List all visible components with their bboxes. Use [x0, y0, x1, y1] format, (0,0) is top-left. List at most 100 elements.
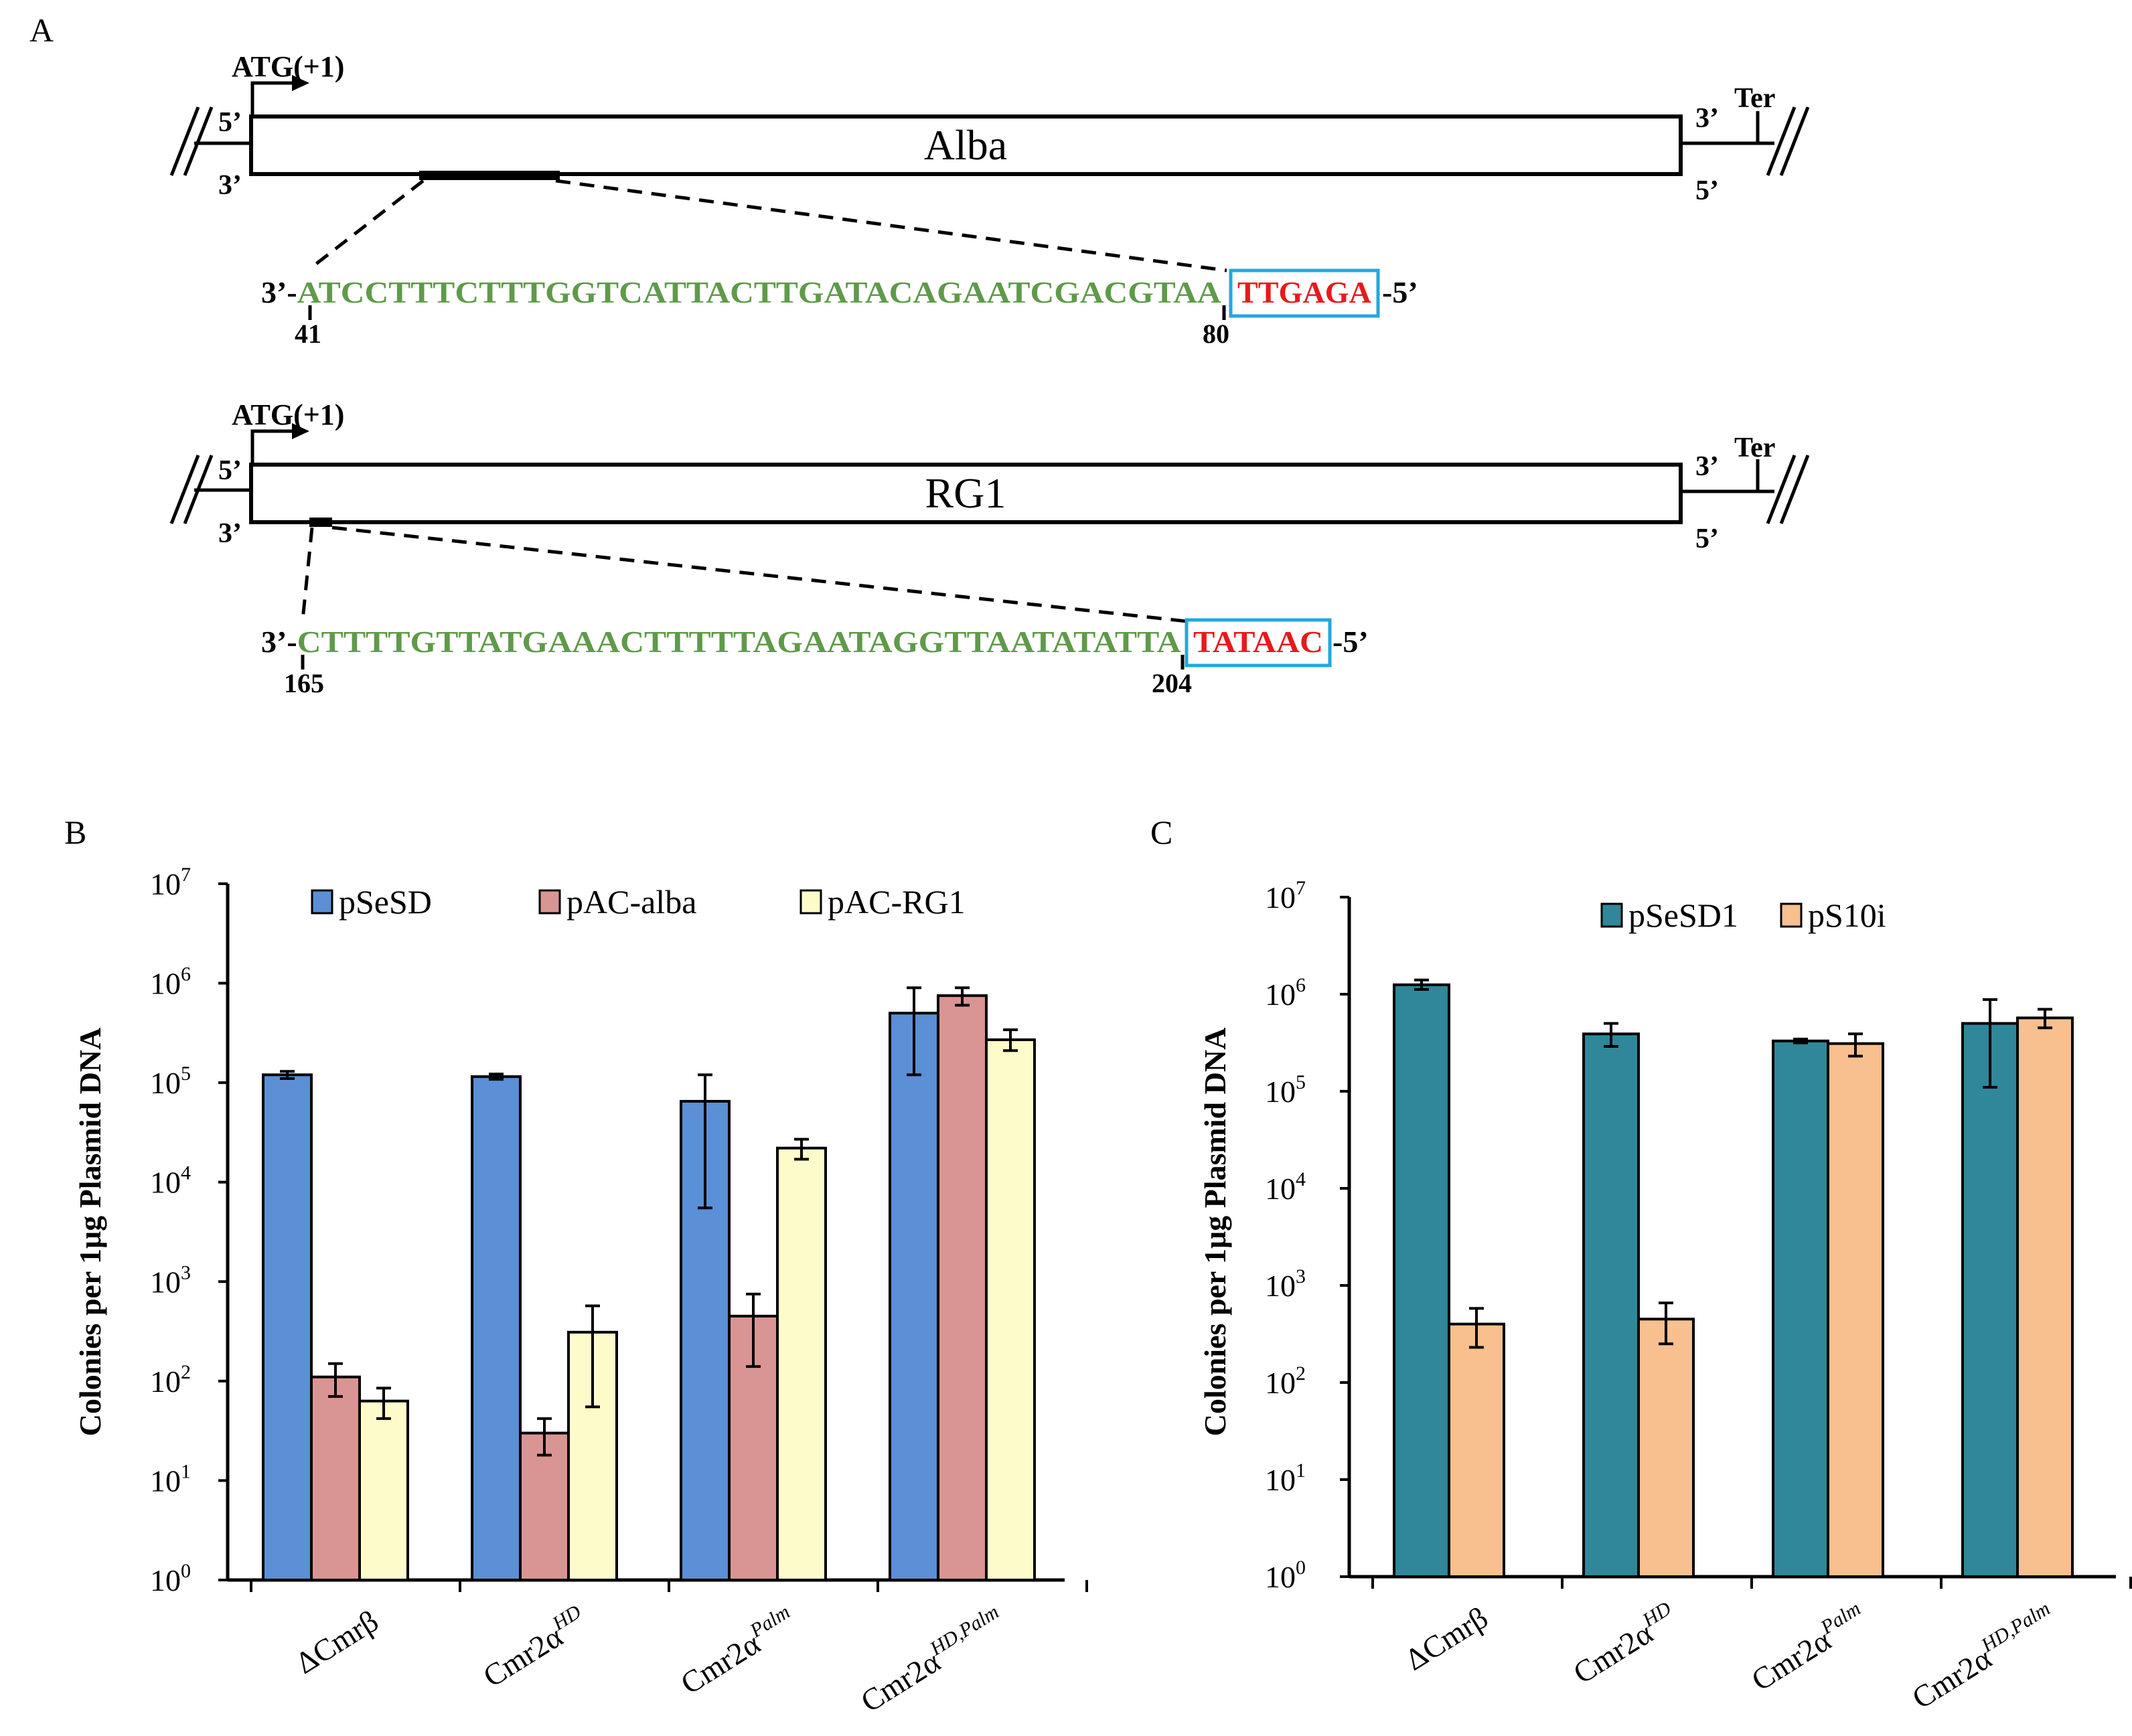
y-tick-label: 105: [1265, 1071, 1306, 1109]
bar: [1393, 983, 1450, 1578]
x-tick-label: ΔCmrβ: [289, 1603, 384, 1680]
right-break-mark: [1766, 455, 1797, 524]
x-tick-label: Cmr2αPalm: [673, 1601, 802, 1701]
sequence-line: 3’-CTTTTGTTATGAAACTTTTTAGAATAGGTTAATATAT…: [261, 625, 1181, 659]
arrowhead-icon: [292, 75, 309, 91]
target-sequence: CTTTTGTTATGAAACTTTTTAGAATAGGTTAATATATTA: [297, 625, 1181, 659]
x-tick-label: Cmr2αPalm: [1744, 1597, 1873, 1697]
bar: [1582, 1032, 1640, 1578]
y-tick-label: 107: [150, 864, 191, 901]
x-tick-label: Cmr2αHD,Palm: [1904, 1597, 2062, 1715]
zoom-guide: [301, 527, 314, 621]
strand-end-3-bottom: 3’: [218, 170, 242, 201]
bar: [1827, 1042, 1884, 1578]
panel-label-b: B: [64, 813, 86, 851]
bar: [985, 1038, 1036, 1582]
start-arrow-icon: [250, 81, 303, 115]
sequence-line: 3’-ATCCTTTCTTTGGTCATTACTTGATACAGAATCGACG…: [261, 275, 1221, 309]
y-tick-label: 106: [1265, 974, 1306, 1012]
gene-box: [249, 463, 1683, 524]
y-tick-label: 104: [150, 1162, 191, 1200]
strand-end-5-top: 5’: [218, 107, 242, 138]
panel-label-c: C: [1150, 813, 1172, 851]
strand-end-3-top: 3’: [1695, 103, 1719, 134]
strand-end-5-bottom: 5’: [1695, 524, 1719, 554]
x-tick-label: Cmr2αHD,Palm: [853, 1601, 1011, 1719]
pam-box: [1229, 268, 1380, 318]
start-codon-label: ATG(+1): [232, 398, 344, 431]
panel-label-a: A: [29, 11, 54, 49]
gene-name: RG1: [925, 469, 1006, 517]
strand-end-5-top: 5’: [218, 455, 242, 486]
sequence-prefix: 3’-: [261, 275, 297, 309]
gene-map-alba: Alba ATG(+1) 5’ 3’ 3’ 5’ Ter 3’-ATCCTTTC…: [169, 50, 1810, 349]
zoom-guide: [331, 526, 1187, 623]
bar: [358, 1399, 409, 1582]
y-tick-label: 106: [150, 963, 191, 1001]
gene-box: [249, 114, 1683, 176]
legend-swatch: [1780, 902, 1803, 928]
start-codon-label: ATG(+1): [232, 50, 344, 83]
legend-label: pSeSD1: [1628, 896, 1738, 934]
legend-label: pSeSD: [339, 883, 432, 921]
right-break-mark: [1779, 106, 1810, 176]
chart-b: 100 101 102 103 104 105 106 107 Colonies per 1μg…: [73, 864, 1088, 1719]
y-tick-label: 101: [1265, 1459, 1306, 1497]
bar: [1772, 1039, 1829, 1578]
bar: [262, 1073, 313, 1581]
position-start: 41: [295, 319, 321, 349]
position-start: 165: [284, 668, 324, 698]
y-tick-label: 104: [1265, 1168, 1306, 1206]
sequence-suffix: -5’: [1382, 275, 1418, 309]
pam-sequence: TATAAC: [1193, 625, 1323, 659]
position-end: 204: [1152, 668, 1192, 698]
left-break-mark: [169, 455, 200, 524]
bar: [1637, 1318, 1695, 1578]
bar: [1448, 1322, 1505, 1578]
legend-swatch: [1600, 902, 1623, 928]
y-tick-label: 103: [150, 1261, 191, 1299]
target-sequence: ATCCTTTCTTTGGTCATTACTTGATACAGAATCGACGTAA: [297, 275, 1221, 309]
y-tick-label: 100: [150, 1560, 191, 1597]
arrowhead-icon: [292, 423, 309, 439]
zoom-guide: [555, 179, 1227, 272]
x-tick-label: Cmr2αHD: [475, 1601, 593, 1694]
chart-c: 100 101 102 103 104 105 106 107 Colonies per 1μg…: [1198, 877, 2132, 1715]
zoom-guide: [308, 179, 425, 270]
bar: [937, 994, 988, 1582]
strand-end-5-bottom: 5’: [1695, 175, 1719, 206]
target-region: [419, 171, 560, 180]
pam-box: [1185, 618, 1332, 667]
left-break-mark: [183, 106, 214, 176]
position-end: 80: [1203, 319, 1229, 349]
gene-map-rg1: RG1 ATG(+1) 5’ 3’ 3’ 5’ Ter 3’-CTTTTGTTA…: [169, 398, 1810, 698]
bar: [2016, 1016, 2074, 1579]
y-tick-label: 107: [1265, 877, 1306, 915]
y-tick-label: 105: [150, 1062, 191, 1100]
y-tick-label: 102: [1265, 1362, 1306, 1400]
legend-label: pS10i: [1808, 896, 1886, 934]
legend-swatch: [311, 889, 333, 915]
pam-sequence: TTGAGA: [1237, 275, 1371, 309]
start-arrow-icon: [250, 429, 303, 463]
bar: [310, 1375, 361, 1581]
right-break-mark: [1766, 106, 1797, 176]
bar: [471, 1075, 522, 1581]
legend-label: pAC-alba: [566, 883, 696, 921]
bar: [889, 1012, 939, 1581]
y-tick-label: 102: [150, 1361, 191, 1399]
target-region: [309, 518, 332, 527]
y-tick-label: 103: [1265, 1265, 1306, 1303]
y-axis-label: Colonies per 1μg Plasmid DNA: [73, 1028, 107, 1436]
gene-name: Alba: [924, 121, 1007, 169]
bar: [776, 1146, 827, 1581]
y-tick-label: 101: [150, 1460, 191, 1498]
right-break-mark: [1779, 455, 1810, 524]
strand-end-3-top: 3’: [1695, 451, 1719, 482]
y-tick-label: 100: [1265, 1557, 1306, 1594]
legend-swatch: [538, 889, 561, 915]
legend-swatch: [800, 889, 822, 915]
sequence-prefix: 3’-: [261, 625, 297, 659]
bar: [1961, 1022, 2019, 1578]
